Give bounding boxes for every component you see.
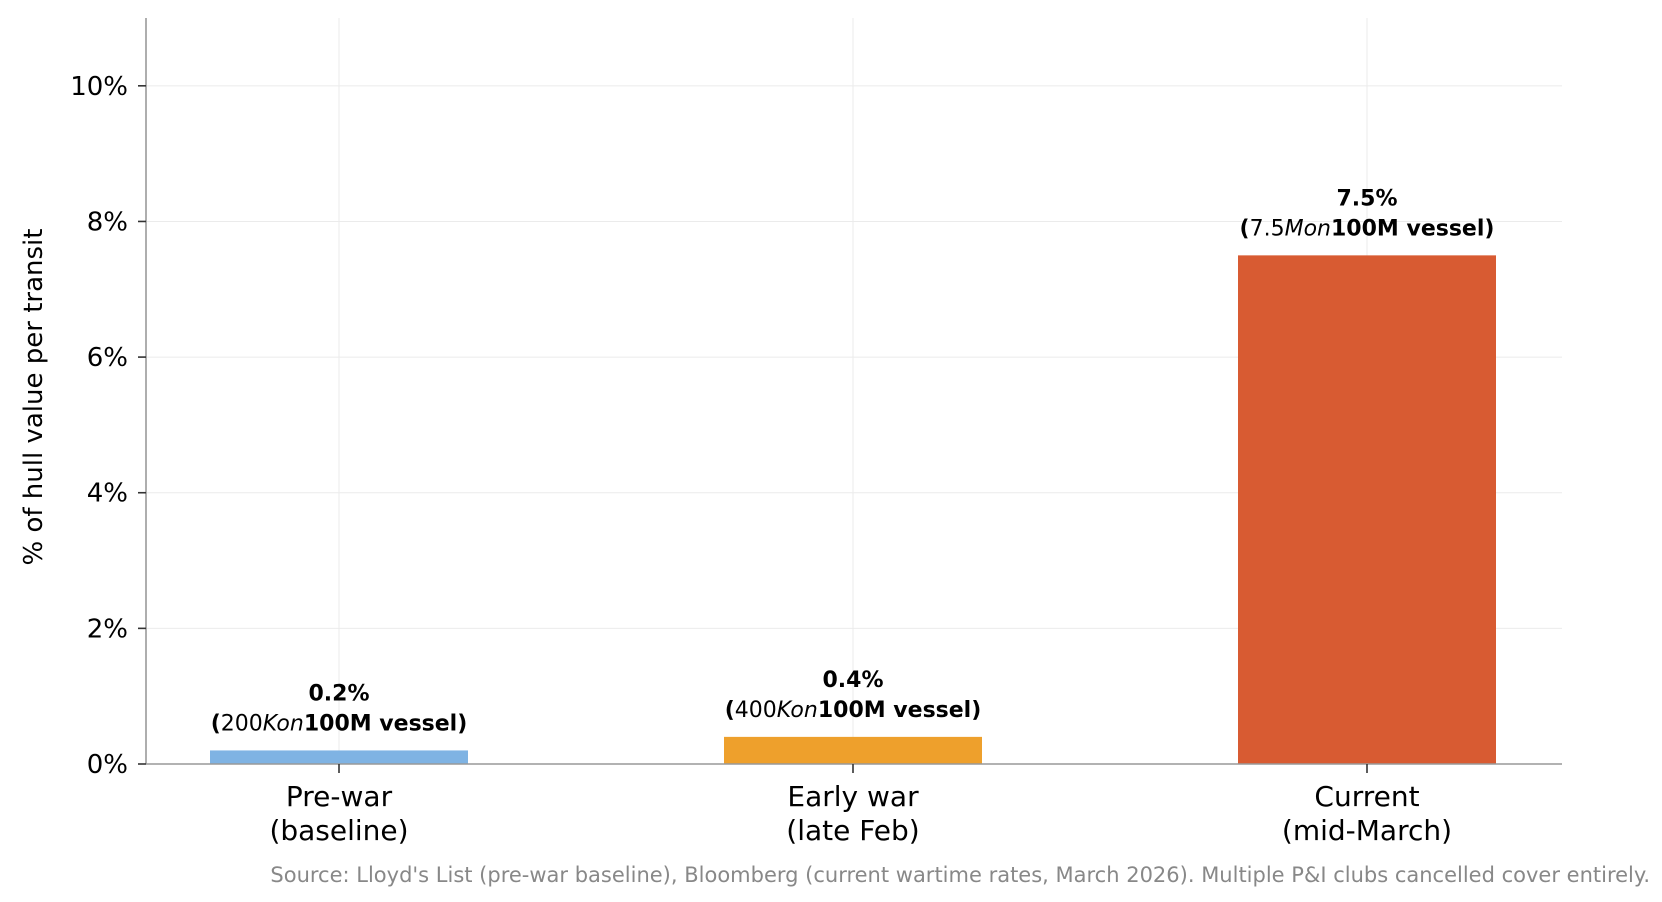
y-ticks: 0% 2% 4% 6% 8% 10% bbox=[70, 72, 146, 780]
y-axis-label: % of hull value per transit bbox=[19, 229, 49, 566]
y-tick-label: 10% bbox=[70, 72, 128, 102]
source-note: Source: Lloyd's List (pre-war baseline),… bbox=[270, 863, 1650, 887]
x-tick-label: (late Feb) bbox=[786, 814, 919, 847]
y-tick-label: 6% bbox=[87, 343, 128, 373]
y-tick-label: 8% bbox=[87, 207, 128, 237]
bar bbox=[724, 736, 982, 764]
bar-value-sublabel: (200Kon100M vessel) bbox=[211, 711, 468, 736]
bars bbox=[210, 255, 1496, 764]
x-tick-label: Current bbox=[1314, 780, 1419, 813]
bar-value-labels: 0.2% (200Kon100M vessel) 0.4% (400Kon100M v… bbox=[211, 186, 1495, 736]
bar-value-label: 0.4% bbox=[822, 668, 883, 693]
y-tick-label: 2% bbox=[87, 614, 128, 644]
x-tick-label: Pre-war bbox=[286, 780, 393, 813]
bar bbox=[1238, 255, 1496, 764]
x-ticks: Pre-war(baseline) Early war(late Feb) Curr… bbox=[269, 764, 1452, 847]
x-tick-label: (baseline) bbox=[269, 814, 408, 847]
bar-value-label: 0.2% bbox=[308, 681, 369, 706]
axes bbox=[145, 18, 1562, 765]
y-tick-label: 0% bbox=[87, 750, 128, 780]
bar-value-label: 7.5% bbox=[1336, 186, 1397, 211]
y-tick-label: 4% bbox=[87, 479, 128, 509]
bar-value-sublabel: (7.5Mon100M vessel) bbox=[1240, 216, 1495, 241]
bar bbox=[210, 750, 468, 764]
x-tick-label: (mid-March) bbox=[1282, 814, 1452, 847]
x-tick-label: Early war bbox=[787, 780, 919, 813]
bar-value-sublabel: (400Kon100M vessel) bbox=[725, 698, 982, 723]
